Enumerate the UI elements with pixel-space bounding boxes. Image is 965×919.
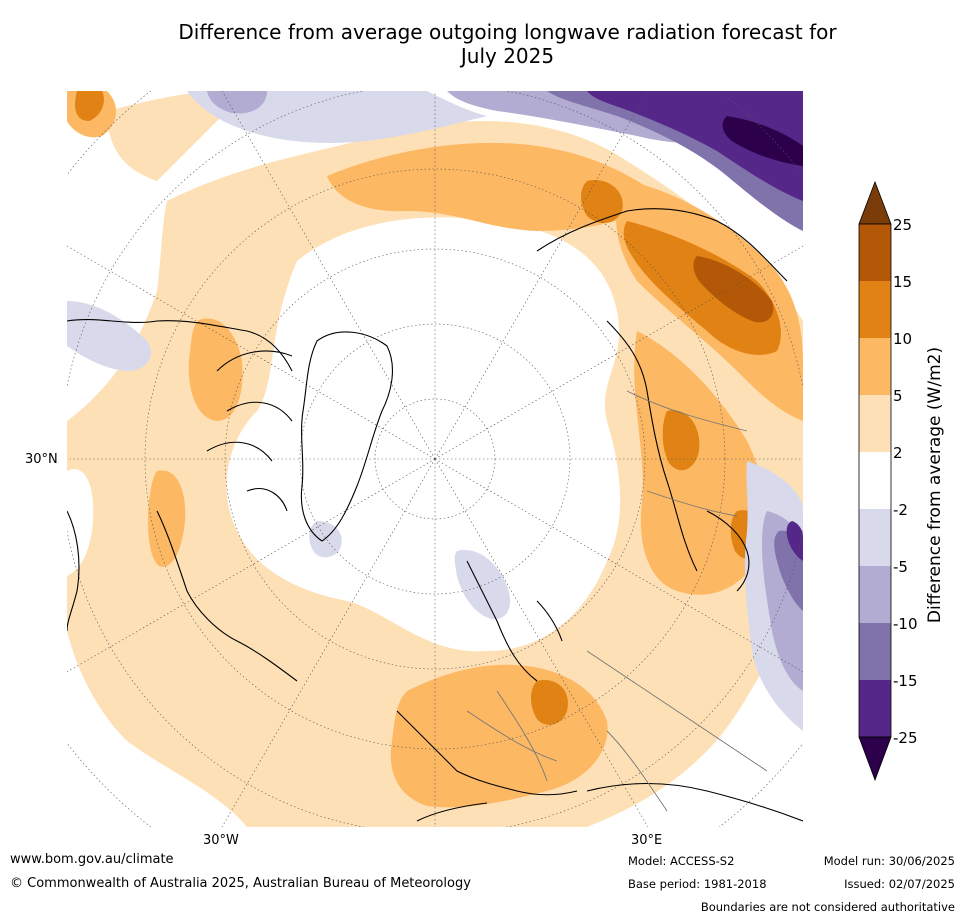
title-line-1: Difference from average outgoing longwav…: [178, 20, 837, 44]
colorbar-tick-neg5: -5: [893, 558, 908, 576]
colorbar-tick-10: 10: [893, 330, 913, 348]
colorbar-over-triangle: [858, 180, 892, 225]
copyright-text: © Commonwealth of Australia 2025, Austra…: [10, 876, 471, 891]
colorbar-band-5-10: [859, 338, 891, 395]
title-line-2: July 2025: [460, 44, 555, 68]
website-link[interactable]: www.bom.gov.au/climate: [10, 852, 174, 867]
lat-label-30n: 30°N: [25, 452, 58, 467]
chart-title: Difference from average outgoing longwav…: [60, 20, 955, 68]
model-run-text: Model run: 30/06/2025: [823, 854, 955, 868]
country-borders: [466, 390, 768, 812]
anomaly-below-neg25-region: [722, 116, 803, 166]
colorbar: [855, 180, 965, 785]
colorbar-band-10-15: [859, 281, 891, 338]
colorbar-band-neg2-neg5: [859, 509, 891, 566]
colorbar-tick-2: 2: [893, 444, 903, 462]
colorbar-under-triangle: [858, 736, 892, 782]
colorbar-tick-25: 25: [893, 216, 913, 234]
colorbar-band-neg10-neg15: [859, 623, 891, 680]
colorbar-tick-neg25: -25: [893, 729, 918, 747]
base-period-text: Base period: 1981-2018: [628, 877, 767, 891]
colorbar-tick-5: 5: [893, 387, 903, 405]
colorbar-tick-neg15: -15: [893, 672, 918, 690]
disclaimer-text: Boundaries are not considered authoritat…: [700, 900, 955, 914]
colorbar-swatches: [858, 180, 892, 782]
colorbar-band-2-5: [859, 395, 891, 452]
anomaly-15-25-region: [693, 256, 774, 323]
forecast-map[interactable]: [67, 91, 803, 827]
anomaly-neg15-neg25-regions: [587, 91, 803, 561]
model-text: Model: ACCESS-S2: [628, 854, 735, 868]
colorbar-band-neg15-neg25: [859, 680, 891, 737]
colorbar-band-neg5-neg10: [859, 566, 891, 623]
colorbar-tick-15: 15: [893, 273, 913, 291]
map-canvas: [67, 91, 803, 827]
colorbar-tick-neg2: -2: [893, 501, 908, 519]
lon-label-30w: 30°W: [203, 833, 239, 848]
lon-label-30e: 30°E: [631, 833, 663, 848]
coastlines: [67, 208, 803, 822]
colorbar-band-neutral: [859, 452, 891, 509]
colorbar-band-15-25: [859, 224, 891, 281]
colorbar-tick-neg10: -10: [893, 615, 918, 633]
issued-text: Issued: 02/07/2025: [844, 877, 955, 891]
colorbar-label: Difference from average (W/m2): [925, 346, 945, 624]
